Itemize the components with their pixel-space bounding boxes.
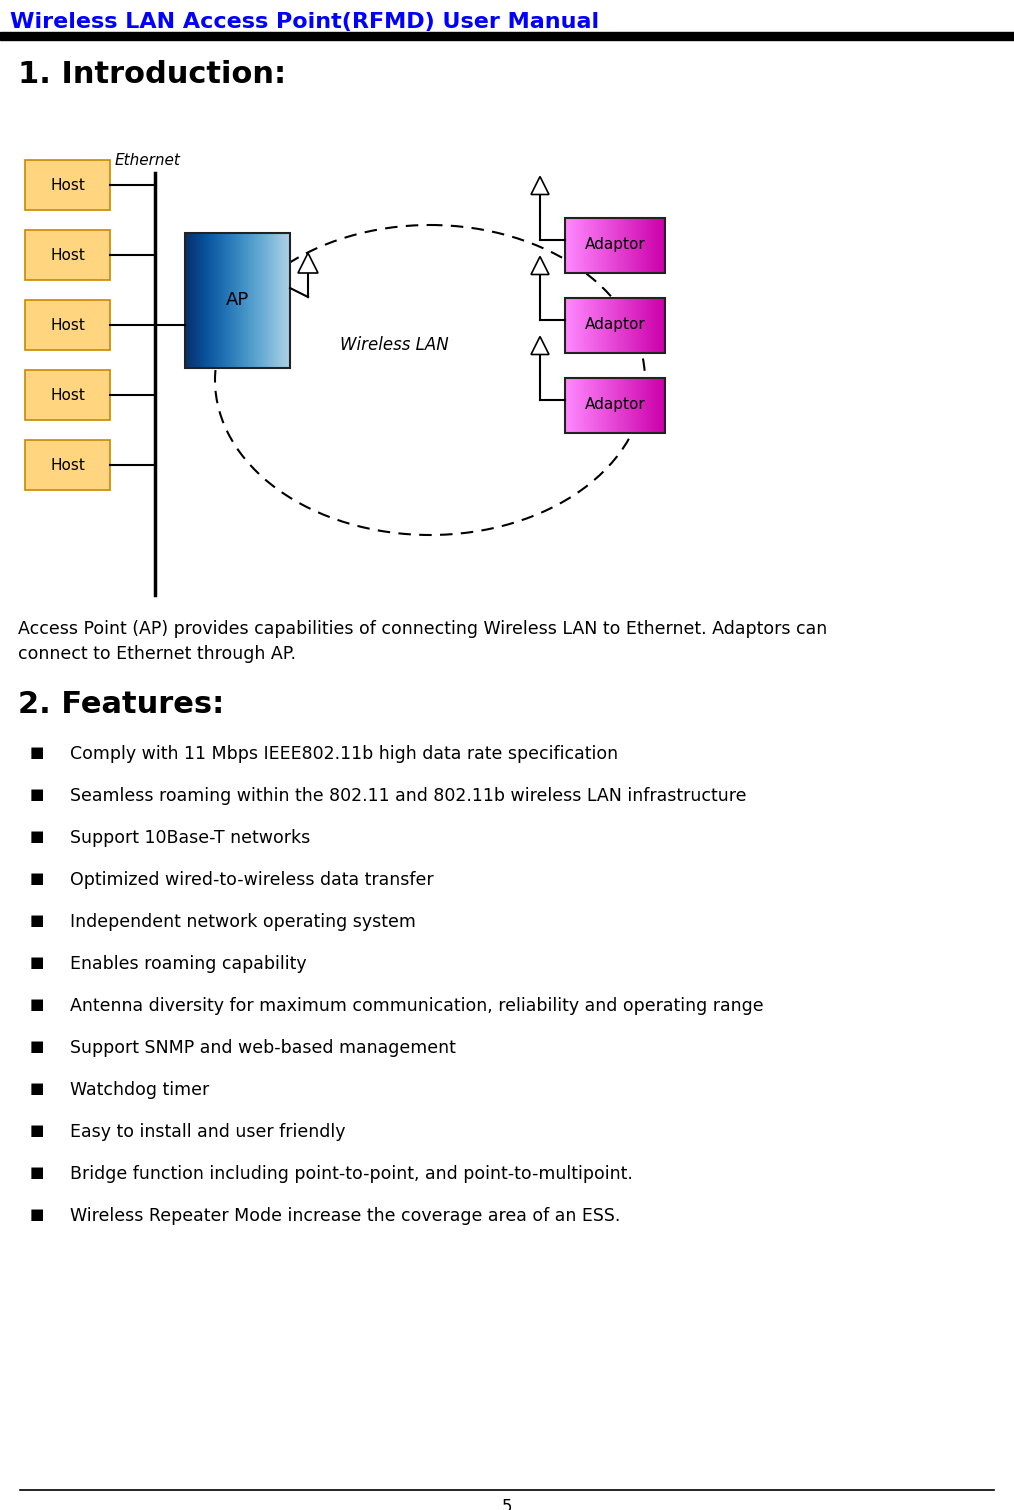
Polygon shape	[531, 177, 549, 195]
Text: Easy to install and user friendly: Easy to install and user friendly	[70, 1123, 346, 1142]
Text: 1. Introduction:: 1. Introduction:	[18, 60, 286, 89]
Text: Support 10Base-T networks: Support 10Base-T networks	[70, 829, 310, 847]
Text: ■: ■	[30, 1166, 45, 1179]
Text: Host: Host	[50, 317, 85, 332]
Text: AP: AP	[226, 291, 249, 310]
Text: 5: 5	[502, 1498, 512, 1510]
Text: 2. Features:: 2. Features:	[18, 690, 224, 719]
FancyBboxPatch shape	[25, 230, 110, 279]
Text: Adaptor: Adaptor	[585, 397, 645, 412]
Text: ■: ■	[30, 997, 45, 1012]
FancyBboxPatch shape	[25, 370, 110, 420]
Text: ■: ■	[30, 914, 45, 929]
Text: Wireless LAN Access Point(RFMD) User Manual: Wireless LAN Access Point(RFMD) User Man…	[10, 12, 599, 32]
Text: Bridge function including point-to-point, and point-to-multipoint.: Bridge function including point-to-point…	[70, 1166, 633, 1182]
Text: Antenna diversity for maximum communication, reliability and operating range: Antenna diversity for maximum communicat…	[70, 997, 764, 1015]
Text: ■: ■	[30, 1039, 45, 1054]
Text: ■: ■	[30, 871, 45, 886]
Text: Support SNMP and web-based management: Support SNMP and web-based management	[70, 1039, 456, 1057]
Bar	[185, 233, 290, 367]
Polygon shape	[531, 337, 549, 355]
Text: Access Point (AP) provides capabilities of connecting Wireless LAN to Ethernet. : Access Point (AP) provides capabilities …	[18, 621, 827, 663]
Bar	[565, 217, 665, 272]
Text: Host: Host	[50, 458, 85, 473]
Text: ■: ■	[30, 954, 45, 969]
Bar	[565, 297, 665, 352]
Text: ■: ■	[30, 1206, 45, 1222]
Text: Watchdog timer: Watchdog timer	[70, 1081, 209, 1099]
Text: Comply with 11 Mbps IEEE802.11b high data rate specification: Comply with 11 Mbps IEEE802.11b high dat…	[70, 744, 619, 763]
Text: Seamless roaming within the 802.11 and 802.11b wireless LAN infrastructure: Seamless roaming within the 802.11 and 8…	[70, 787, 746, 805]
FancyBboxPatch shape	[25, 160, 110, 210]
Text: Host: Host	[50, 178, 85, 192]
Text: Optimized wired-to-wireless data transfer: Optimized wired-to-wireless data transfe…	[70, 871, 434, 889]
Text: Enables roaming capability: Enables roaming capability	[70, 954, 306, 972]
Text: ■: ■	[30, 1081, 45, 1096]
Bar	[565, 378, 665, 432]
Polygon shape	[298, 254, 318, 273]
Text: Host: Host	[50, 388, 85, 403]
Text: Adaptor: Adaptor	[585, 237, 645, 252]
Text: ■: ■	[30, 744, 45, 760]
Text: Wireless Repeater Mode increase the coverage area of an ESS.: Wireless Repeater Mode increase the cove…	[70, 1206, 621, 1225]
Text: Host: Host	[50, 248, 85, 263]
Text: Adaptor: Adaptor	[585, 317, 645, 332]
FancyBboxPatch shape	[25, 300, 110, 350]
Text: Independent network operating system: Independent network operating system	[70, 914, 416, 932]
Text: Wireless LAN: Wireless LAN	[340, 337, 448, 353]
Bar	[0, 32, 1014, 39]
Polygon shape	[531, 257, 549, 275]
Text: ■: ■	[30, 1123, 45, 1139]
FancyBboxPatch shape	[25, 439, 110, 491]
Text: Ethernet: Ethernet	[115, 153, 180, 168]
Text: ■: ■	[30, 829, 45, 844]
Text: ■: ■	[30, 787, 45, 802]
